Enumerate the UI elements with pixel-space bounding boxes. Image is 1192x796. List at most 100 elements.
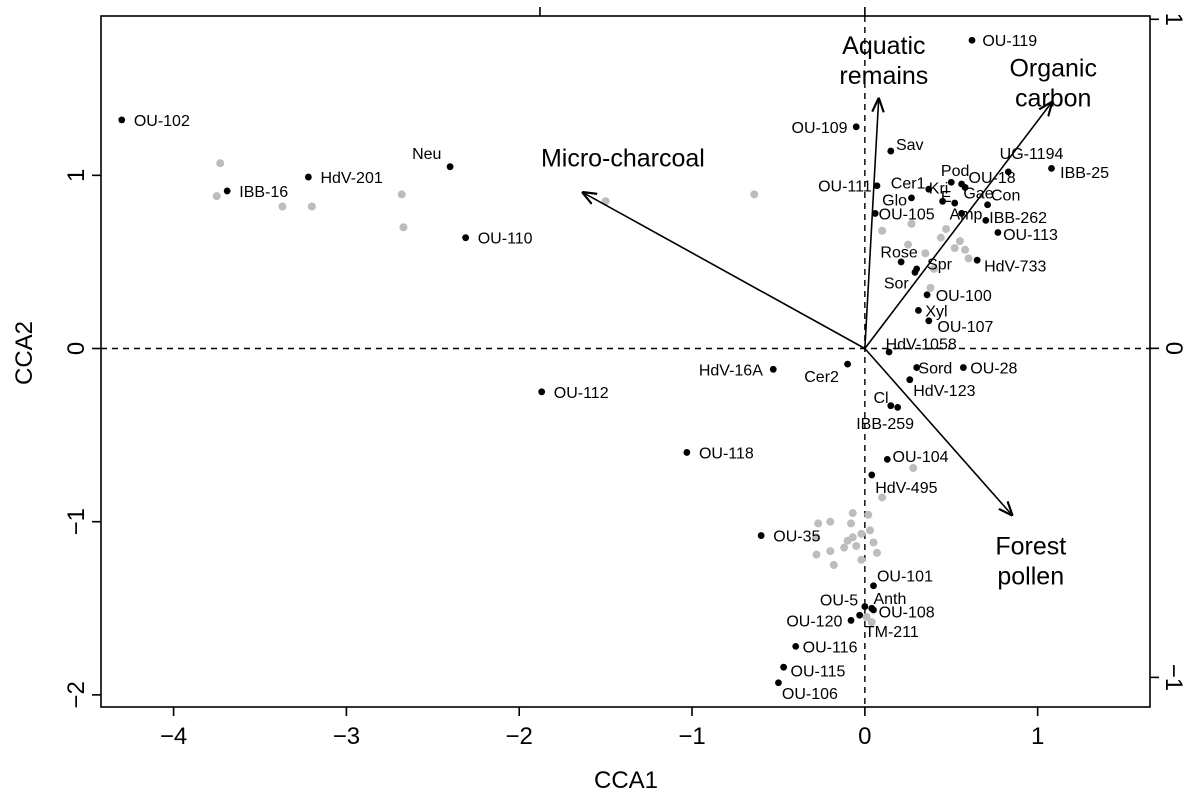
taxon-point	[848, 509, 857, 518]
env-arrow	[583, 193, 866, 350]
y-tick-label: 1	[63, 169, 90, 182]
site-point	[925, 185, 933, 193]
site-label: OU-112	[554, 385, 609, 402]
taxon-point	[750, 190, 759, 199]
taxon-point	[862, 612, 871, 621]
site-label: OU-100	[936, 288, 992, 305]
taxon-point	[961, 245, 970, 254]
env-arrow-label: Micro-charcoal	[541, 145, 705, 173]
site-point	[885, 348, 893, 356]
site-label: HdV-733	[984, 258, 1046, 275]
site-point	[446, 163, 454, 171]
site-point	[947, 178, 955, 186]
site-point	[984, 201, 991, 209]
taxon-point	[872, 548, 881, 557]
site-point	[462, 234, 470, 242]
site-point	[118, 116, 126, 124]
site-point	[994, 229, 1002, 236]
site-point	[868, 471, 876, 479]
site-point	[959, 364, 967, 371]
site-point	[897, 258, 905, 266]
env-arrow	[864, 103, 1052, 349]
taxon-point	[864, 510, 873, 519]
x-tick-label: 1	[1031, 723, 1044, 750]
site-label: Sor	[884, 276, 910, 293]
site-point	[870, 582, 877, 590]
site-label: TM-211	[865, 624, 919, 641]
site-point	[906, 376, 914, 384]
site-point	[870, 606, 877, 614]
env-arrow-label: Organic carbon	[1009, 55, 1097, 113]
taxon-point	[212, 192, 221, 201]
site-point	[958, 210, 966, 217]
taxon-point	[843, 536, 852, 545]
site-label: HdV-16A	[699, 362, 763, 379]
y2-tick-label: 0	[1160, 342, 1187, 355]
site-label: HdV-1058	[886, 336, 957, 353]
site-label: HdV-495	[875, 480, 937, 497]
site-label: OU-118	[699, 445, 754, 462]
x-tick-label: 0	[858, 723, 871, 750]
site-label: E	[941, 189, 952, 206]
x-tick-label: −4	[160, 723, 187, 750]
site-point	[856, 611, 864, 619]
env-arrow-label: Aquatic remains	[839, 32, 928, 90]
x-tick-label: −3	[333, 723, 360, 750]
env-arrow	[864, 99, 879, 349]
site-point	[757, 532, 765, 539]
taxon-point	[826, 547, 835, 556]
site-label: Neu	[412, 146, 441, 163]
site-label: Rose	[880, 245, 917, 262]
site-label: HdV-123	[913, 383, 975, 400]
taxon-point	[955, 237, 964, 246]
site-point	[847, 617, 855, 624]
taxon-point	[857, 529, 866, 538]
site-label: OU-109	[792, 120, 848, 137]
site-label: Glo	[882, 193, 907, 210]
x-tick-label: −1	[678, 723, 705, 750]
site-label: Cer2	[804, 369, 839, 386]
site-point	[911, 268, 919, 276]
site-label: OU-106	[782, 686, 838, 703]
env-arrow-label: Forest pollen	[995, 533, 1066, 591]
x-axis-label: CCA1	[594, 767, 658, 794]
taxon-point	[878, 226, 887, 235]
site-point	[939, 197, 947, 205]
taxon-point	[964, 254, 973, 263]
site-label: UG-1194	[1000, 146, 1064, 163]
site-point	[844, 360, 851, 368]
site-label: Cl	[873, 390, 888, 407]
taxon-point	[399, 223, 408, 232]
site-point	[852, 123, 860, 131]
site-point	[304, 173, 312, 181]
x-tick-label: −2	[506, 723, 533, 750]
site-label: Sord	[918, 361, 952, 378]
site-point	[915, 307, 922, 314]
site-point	[982, 216, 990, 224]
site-point	[887, 402, 895, 410]
site-label: IBB-262	[989, 210, 1047, 227]
site-label: OU-105	[879, 206, 935, 223]
site-point	[780, 663, 788, 671]
plot-frame	[100, 15, 1151, 708]
taxon-point	[397, 190, 406, 199]
y-tick-label: −2	[63, 681, 90, 708]
site-point	[968, 36, 976, 44]
site-label: Amp	[950, 206, 983, 223]
y-tick-label: −1	[63, 508, 90, 535]
taxon-point	[826, 517, 835, 526]
site-label: OU-102	[134, 113, 190, 130]
site-label: IBB-25	[1060, 165, 1109, 182]
site-label: OU-120	[786, 613, 842, 630]
site-point	[887, 147, 895, 155]
taxon-point	[926, 283, 935, 292]
site-point	[923, 291, 931, 299]
site-point	[775, 679, 782, 687]
y-axis-label: CCA2	[11, 321, 38, 385]
taxon-point	[950, 244, 959, 253]
site-label: Cer1	[891, 175, 926, 192]
y-tick-label: 0	[63, 342, 90, 355]
site-label: Spr	[927, 257, 953, 274]
site-point	[973, 256, 981, 264]
